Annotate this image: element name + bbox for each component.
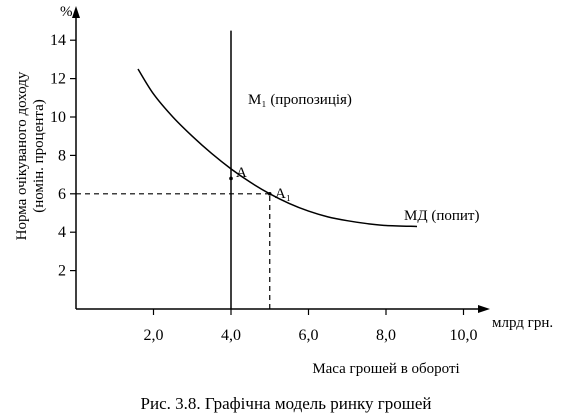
- point-a1: [267, 192, 272, 196]
- y-tick-label: 4: [58, 224, 66, 241]
- y-tick-label: 6: [58, 186, 66, 203]
- x-unit-label: млрд грн.: [492, 315, 553, 331]
- axis-ticks: 2,0 4,0 6,0 8,0 10,0 2 4 6 8 10 12 14: [50, 32, 478, 344]
- x-axis-title: Маса грошей в обороті: [312, 361, 459, 377]
- series: [137, 30, 418, 309]
- guide-lines: [76, 193, 271, 309]
- y-axis-title-line1: Норма очікуваного доходу: [14, 71, 30, 240]
- supply-line-label: M₁ (пропозиція): [248, 92, 352, 108]
- x-tick-label: 6,0: [299, 327, 319, 344]
- y-tick-label: 12: [50, 71, 66, 88]
- point-a-label: A: [236, 165, 247, 181]
- y-axis-arrow: [72, 6, 80, 18]
- x-tick-label: 8,0: [376, 327, 396, 344]
- y-axis-title-line2: (номін. процента): [31, 99, 47, 213]
- x-tick-label: 10,0: [450, 327, 478, 344]
- y-tick-label: 8: [58, 147, 66, 164]
- y-axis-title: Норма очікуваного доходу (номін. процент…: [14, 71, 47, 240]
- axes: [72, 6, 490, 313]
- point-a1-label: A₁: [275, 186, 291, 202]
- demand-curve-label: МД (попит): [404, 208, 479, 224]
- y-tick-label: 10: [50, 109, 66, 126]
- y-tick-label: 2: [58, 263, 66, 280]
- y-tick-label: 14: [50, 32, 66, 49]
- point-a: [229, 176, 233, 181]
- figure-caption: Рис. 3.8. Графічна модель ринку грошей: [141, 394, 432, 413]
- x-axis-arrow: [478, 305, 490, 313]
- x-tick-label: 4,0: [221, 327, 241, 344]
- y-unit-label: %: [60, 4, 73, 20]
- x-tick-label: 2,0: [144, 327, 164, 344]
